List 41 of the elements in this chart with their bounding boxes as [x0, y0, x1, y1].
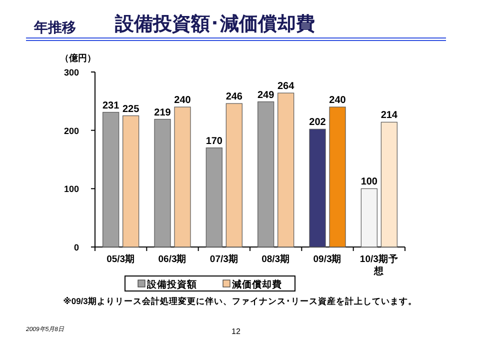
bar	[154, 118, 171, 248]
y-tick-label: 100	[64, 184, 79, 194]
bar	[329, 106, 346, 248]
data-label: 202	[309, 117, 326, 128]
bar	[174, 106, 191, 248]
chart-subtitle: 年推移	[33, 19, 76, 35]
bar	[360, 188, 378, 248]
data-label: 240	[174, 95, 192, 106]
data-label: 246	[226, 92, 243, 102]
data-label: 225	[122, 104, 140, 115]
x-tick-label: 10/3期予想	[360, 253, 398, 277]
data-label: 264	[277, 81, 295, 92]
data-label: 240	[329, 95, 346, 106]
y-tick-label: 0	[74, 242, 79, 252]
y-tick-label: 300	[64, 68, 79, 78]
bar	[258, 101, 274, 248]
data-label: 231	[102, 100, 120, 112]
data-label: 100	[360, 176, 378, 188]
data-label: 170	[206, 136, 223, 147]
bar	[380, 122, 398, 248]
bar	[122, 115, 140, 248]
y-axis-title: （億円）	[60, 53, 96, 63]
data-label: 214	[380, 110, 398, 122]
bar	[206, 148, 222, 248]
text: 12	[232, 327, 241, 336]
bar	[278, 92, 294, 248]
data-label: 249	[257, 90, 275, 101]
legend-label: 設備投資額	[146, 278, 197, 290]
y-tick-label: 200	[64, 126, 79, 136]
x-tick-label: 05/3期	[106, 253, 136, 265]
data-label: 219	[154, 107, 172, 118]
x-tick-label: 08/3期	[262, 253, 290, 265]
x-tick-label: 07/3期	[210, 253, 238, 265]
x-tick-label: 06/3期	[158, 253, 187, 265]
x-tick-label: 09/3期	[313, 253, 342, 265]
bar	[226, 103, 242, 248]
bar	[102, 112, 120, 248]
text: ※09/3期よりリース会計処理変更に伴い、ファイナンス･リース資産を計上しています。	[63, 296, 417, 306]
bar	[309, 128, 326, 248]
chart-title: 設備投資額･減価償却費	[114, 13, 315, 35]
legend-label: 減価償却費	[231, 278, 282, 290]
